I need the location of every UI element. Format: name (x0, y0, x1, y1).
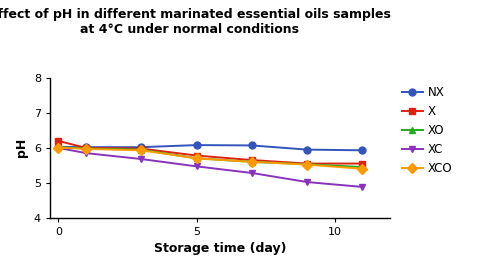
XO (249, 160, 255, 163)
NX (360, 149, 366, 152)
NX (249, 144, 255, 147)
XC (83, 151, 89, 155)
NX (138, 146, 144, 149)
X-axis label: Storage time (day): Storage time (day) (154, 242, 286, 255)
X (138, 147, 144, 150)
NX (304, 148, 310, 151)
XO (56, 146, 62, 149)
Line: NX: NX (55, 142, 366, 154)
XCO (138, 149, 144, 152)
XCO (194, 157, 200, 160)
XC (249, 171, 255, 175)
XCO (83, 147, 89, 151)
XC (360, 185, 366, 189)
Y-axis label: pH: pH (16, 138, 28, 157)
X (249, 158, 255, 162)
Line: X: X (55, 138, 366, 167)
X (56, 139, 62, 143)
XO (360, 165, 366, 169)
X (194, 154, 200, 157)
Line: XCO: XCO (55, 144, 366, 172)
XC (138, 157, 144, 161)
NX (83, 146, 89, 149)
XC (56, 146, 62, 150)
Text: Effect of pH in different marinated essential oils samples
at 4°C under normal c: Effect of pH in different marinated esse… (0, 8, 391, 36)
XO (138, 148, 144, 151)
NX (56, 145, 62, 148)
XCO (304, 163, 310, 166)
XCO (249, 160, 255, 163)
XC (304, 181, 310, 184)
XCO (56, 146, 62, 149)
Line: XO: XO (55, 144, 366, 170)
X (360, 162, 366, 165)
XO (83, 147, 89, 150)
XCO (360, 167, 366, 170)
Legend: NX, X, XO, XC, XCO: NX, X, XO, XC, XCO (400, 84, 454, 177)
XO (304, 163, 310, 166)
X (83, 146, 89, 150)
X (304, 162, 310, 165)
NX (194, 143, 200, 147)
XO (194, 157, 200, 160)
Line: XC: XC (55, 145, 366, 190)
XC (194, 165, 200, 168)
